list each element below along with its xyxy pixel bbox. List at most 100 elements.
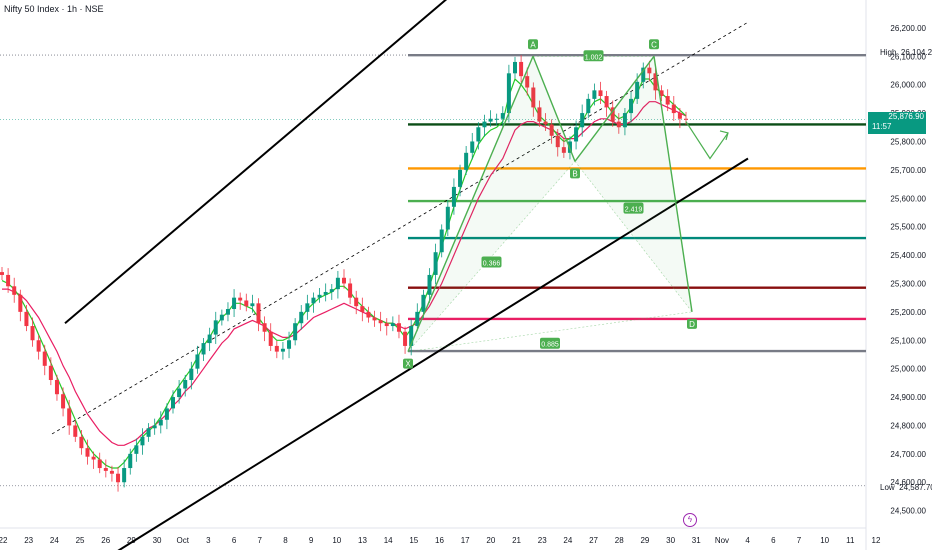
x-tick-label: 24 bbox=[50, 536, 59, 545]
bar-countdown: 11:57 bbox=[872, 122, 892, 131]
candle-body bbox=[506, 73, 511, 114]
candle-body bbox=[42, 351, 47, 366]
x-tick-label: 20 bbox=[486, 536, 495, 545]
candle-body bbox=[574, 127, 579, 142]
candle-body bbox=[470, 141, 475, 153]
x-tick-label: 24 bbox=[563, 536, 572, 545]
low-value: 24,587.70 bbox=[899, 483, 932, 492]
x-tick-label: 26 bbox=[101, 536, 110, 545]
pattern-leg bbox=[574, 55, 655, 162]
candle-body bbox=[256, 303, 261, 324]
x-tick-label: 25 bbox=[76, 536, 85, 545]
candle-body bbox=[146, 428, 151, 437]
pattern-point-marker bbox=[528, 39, 538, 50]
candle-body bbox=[616, 121, 621, 128]
candle-body bbox=[537, 107, 542, 122]
candle-body bbox=[372, 317, 377, 321]
candle-body bbox=[323, 291, 328, 295]
candle-body bbox=[280, 348, 285, 352]
candle-body bbox=[531, 87, 536, 108]
candle-body bbox=[482, 121, 487, 128]
candle-body bbox=[622, 113, 627, 128]
candle-body bbox=[109, 470, 114, 474]
pattern-point-label: D bbox=[689, 320, 695, 329]
candle-body bbox=[219, 314, 224, 321]
high-value: 26,104.20 bbox=[900, 48, 932, 57]
candle-body bbox=[464, 152, 469, 170]
candle-body bbox=[0, 272, 4, 275]
candle-body bbox=[629, 98, 634, 114]
candle-body bbox=[665, 96, 670, 105]
candle-body bbox=[415, 311, 420, 327]
candle-body bbox=[329, 289, 334, 292]
x-tick-label: 7 bbox=[258, 536, 263, 545]
candle-body bbox=[427, 274, 432, 295]
pattern-point-marker bbox=[570, 168, 580, 179]
x-tick-label: 4 bbox=[745, 536, 750, 545]
high-label: High 26,104.20 bbox=[880, 48, 932, 57]
candle-body bbox=[513, 61, 517, 74]
candle-body bbox=[543, 121, 548, 125]
candle-body bbox=[317, 294, 322, 298]
candle-body bbox=[488, 118, 493, 122]
candle-body bbox=[366, 311, 371, 318]
candle-body bbox=[519, 61, 524, 77]
candle-body bbox=[85, 448, 90, 457]
y-tick-label: 25,000.00 bbox=[890, 365, 926, 374]
x-tick-label: 29 bbox=[127, 536, 136, 545]
pattern-ratio-label: 2.419 bbox=[625, 207, 643, 214]
channel-median-line bbox=[51, 21, 749, 435]
candle-body bbox=[647, 67, 652, 74]
candle-body bbox=[458, 169, 463, 187]
candle-body bbox=[378, 320, 383, 324]
pattern-bcd-fill bbox=[575, 56, 692, 312]
candle-body bbox=[164, 408, 169, 420]
candle-body bbox=[592, 90, 597, 99]
projection-arrowhead bbox=[719, 130, 729, 141]
x-tick-label: 15 bbox=[409, 536, 418, 545]
candle-body bbox=[171, 397, 175, 409]
candle-body bbox=[604, 96, 609, 108]
x-tick-label: 10 bbox=[332, 536, 341, 545]
candle-body bbox=[354, 297, 359, 307]
candle-body bbox=[580, 113, 585, 128]
pattern-leg bbox=[653, 56, 693, 312]
pattern-ratio-box bbox=[583, 50, 604, 62]
x-tick-label: 30 bbox=[153, 536, 162, 545]
candle-body bbox=[311, 297, 316, 304]
candle-body bbox=[439, 229, 444, 253]
candle-body bbox=[140, 436, 145, 446]
pattern-point-label: A bbox=[530, 40, 536, 49]
candle-body bbox=[561, 147, 566, 153]
candle-body bbox=[207, 334, 212, 344]
x-tick-label: 10 bbox=[820, 536, 829, 545]
x-tick-label: 16 bbox=[435, 536, 444, 545]
x-tick-label: 22 bbox=[0, 536, 8, 545]
candle-body bbox=[635, 81, 640, 99]
y-tick-label: 24,500.00 bbox=[890, 507, 926, 516]
x-tick-label: 21 bbox=[512, 536, 521, 545]
lightning-icon[interactable]: ϟ bbox=[683, 513, 697, 527]
candle-body bbox=[641, 67, 646, 82]
candle-body bbox=[360, 306, 365, 312]
y-tick-label: 25,500.00 bbox=[890, 223, 926, 232]
x-tick-label: 7 bbox=[797, 536, 802, 545]
candle-body bbox=[274, 345, 279, 352]
candle-body bbox=[390, 323, 395, 327]
candle-body bbox=[433, 252, 438, 275]
y-tick-label: 25,200.00 bbox=[890, 308, 926, 317]
candle-body bbox=[195, 354, 200, 369]
candle-body bbox=[232, 297, 237, 310]
y-tick-label: 24,600.00 bbox=[890, 478, 926, 487]
candle-body bbox=[122, 468, 127, 483]
candle-body bbox=[18, 294, 23, 312]
candle-body bbox=[238, 297, 243, 301]
candle-body bbox=[177, 388, 182, 398]
pattern-point-marker bbox=[403, 358, 413, 369]
candle-body bbox=[445, 206, 450, 230]
candle-body bbox=[183, 380, 188, 389]
x-tick-label: 30 bbox=[666, 536, 675, 545]
candle-body bbox=[73, 425, 78, 437]
